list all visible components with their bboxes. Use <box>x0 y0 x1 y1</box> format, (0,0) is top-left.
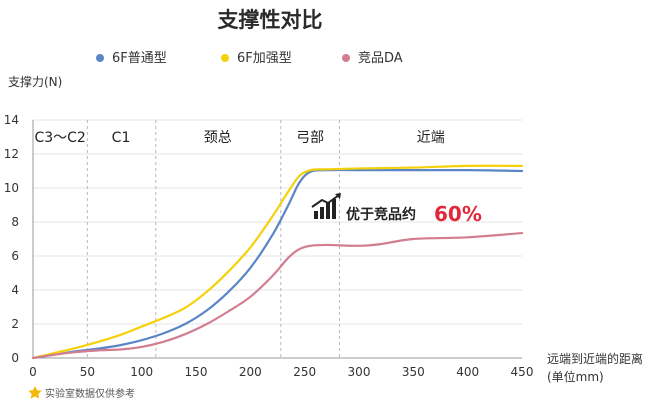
legend: 6F普通型 6F加强型 竞品DA <box>96 50 403 66</box>
x-tick-label: 400 <box>456 365 479 379</box>
series-line-6f-reinforced <box>31 164 524 360</box>
region-dividers <box>86 120 340 358</box>
annotation-value: 60% <box>434 202 482 226</box>
x-tick-label: 100 <box>130 365 153 379</box>
x-tick-label: 50 <box>80 365 95 379</box>
legend-marker-6f-standard <box>96 54 104 62</box>
legend-label-6f-standard: 6F普通型 <box>112 51 167 66</box>
x-tick-label: 250 <box>293 365 316 379</box>
region-label: 近端 <box>417 130 445 146</box>
y-tick-label: 8 <box>11 215 19 229</box>
footnote: 实验室数据仅供参考 <box>28 386 135 400</box>
annotation: 优于竞品约 60% <box>311 193 482 226</box>
x-tick-label: 200 <box>239 365 262 379</box>
legend-label-6f-reinforced: 6F加强型 <box>237 51 292 66</box>
region-label: 弓部 <box>296 130 324 146</box>
legend-label-competitor: 竞品DA <box>358 50 403 66</box>
y-tick-labels: 0 2 4 6 8 10 12 14 <box>4 113 19 365</box>
region-labels: C3～C2 C1 颈总 弓部 近端 <box>34 130 444 146</box>
x-tick-label: 350 <box>402 365 425 379</box>
y-tick-label: 0 <box>11 351 19 365</box>
legend-marker-6f-reinforced <box>221 54 229 62</box>
axes <box>32 120 522 359</box>
y-tick-label: 6 <box>11 249 19 263</box>
chart-title: 支撑性对比 <box>218 8 323 32</box>
annotation-text: 优于竞品约 <box>346 206 416 223</box>
star-icon <box>28 386 42 399</box>
y-tick-label: 4 <box>11 283 19 297</box>
y-tick-label: 12 <box>4 147 19 161</box>
x-axis-unit: (单位mm) <box>547 369 604 384</box>
x-tick-label: 0 <box>29 365 37 379</box>
x-tick-label: 150 <box>185 365 208 379</box>
y-tick-label: 2 <box>11 317 19 331</box>
x-tick-label: 300 <box>348 365 371 379</box>
region-label: 颈总 <box>204 130 232 146</box>
y-tick-label: 14 <box>4 113 19 127</box>
series-line-6f-standard <box>31 168 524 360</box>
region-label: C1 <box>112 130 131 146</box>
series-line-competitor <box>31 231 524 360</box>
x-tick-labels: 0 50 100 150 200 250 300 350 400 450 <box>29 365 533 379</box>
bar-chart-up-icon <box>311 193 341 219</box>
gridlines <box>33 119 522 325</box>
legend-marker-competitor <box>342 54 350 62</box>
x-axis-label: 远端到近端的距离 <box>547 351 643 366</box>
y-axis-label: 支撑力(N) <box>8 74 62 89</box>
x-tick-label: 450 <box>511 365 534 379</box>
y-tick-label: 10 <box>4 181 19 195</box>
region-label: C3～C2 <box>34 130 85 146</box>
footnote-text: 实验室数据仅供参考 <box>45 387 135 400</box>
series-lines <box>31 164 524 360</box>
